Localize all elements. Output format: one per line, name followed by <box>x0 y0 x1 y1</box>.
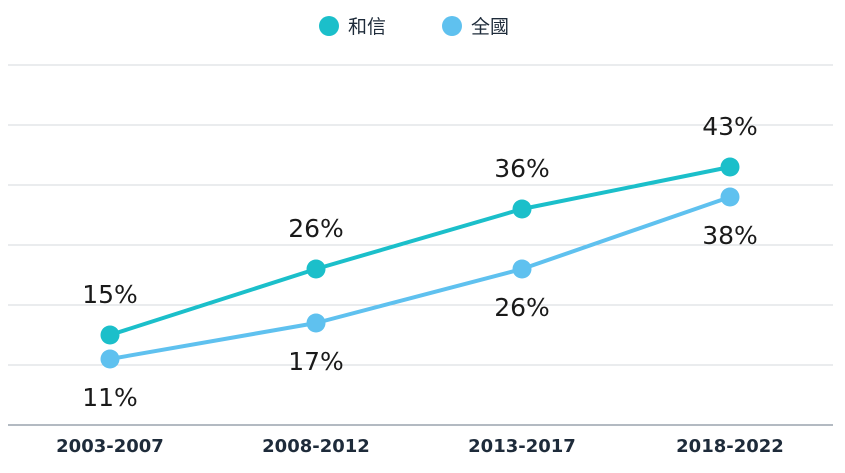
data-label: 38% <box>702 221 758 250</box>
data-label: 11% <box>82 383 138 412</box>
data-label: 17% <box>288 347 344 376</box>
x-tick-label: 2003-2007 <box>56 436 164 457</box>
x-tick-label: 2018-2022 <box>676 436 784 457</box>
series-line <box>108 165 732 337</box>
x-tick-label: 2008-2012 <box>262 436 370 457</box>
data-point <box>306 259 326 279</box>
gridlines <box>8 64 833 426</box>
x-axis: 2003-2007 2008-2012 2013-2017 2018-2022 <box>56 436 784 457</box>
data-point <box>306 313 326 333</box>
data-label: 26% <box>494 293 550 322</box>
data-label: 43% <box>702 112 758 141</box>
series-layer <box>100 157 740 369</box>
data-label: 26% <box>288 214 344 243</box>
data-point <box>512 259 532 279</box>
legend-label: 和信 <box>348 16 386 38</box>
data-labels: 15% 26% 36% 43% 11% 17% 26% 38% <box>82 112 758 412</box>
data-label: 36% <box>494 154 550 183</box>
x-tick-label: 2013-2017 <box>468 436 576 457</box>
data-point <box>720 157 740 177</box>
data-point <box>100 325 120 345</box>
data-label: 15% <box>82 280 138 309</box>
data-point <box>100 349 120 369</box>
legend: 和信 全國 <box>319 16 509 38</box>
data-point <box>720 187 740 207</box>
legend-label: 全國 <box>471 16 509 38</box>
legend-marker <box>442 16 462 36</box>
legend-marker <box>319 16 339 36</box>
data-point <box>512 199 532 219</box>
series-line <box>108 195 732 361</box>
